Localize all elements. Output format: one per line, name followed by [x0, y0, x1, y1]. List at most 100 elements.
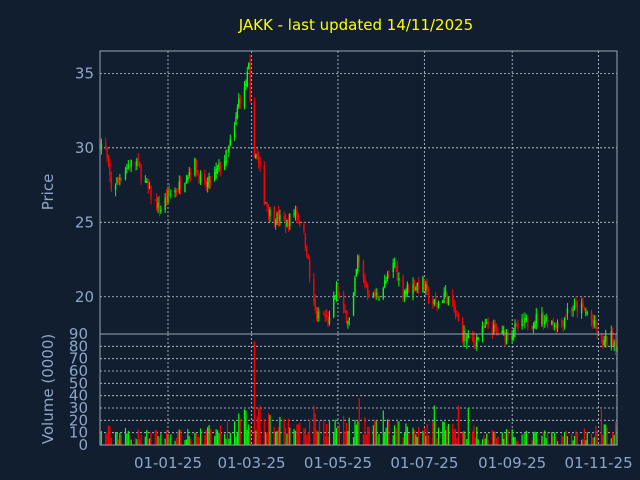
candle-body — [415, 287, 417, 291]
candle-body — [463, 330, 465, 342]
candle-body — [545, 316, 547, 321]
candle-body — [442, 300, 444, 303]
candle-body — [313, 278, 315, 302]
candle-body — [382, 288, 384, 299]
candle-body — [335, 283, 338, 298]
candle-body — [527, 316, 529, 327]
volume-axis-label: Volume (0000) — [39, 334, 57, 444]
candle-body — [378, 299, 380, 301]
candle-body — [423, 279, 426, 290]
candle-body — [485, 322, 488, 324]
candle-body — [457, 313, 460, 322]
candle-body — [175, 189, 178, 192]
candle-body — [170, 193, 172, 195]
candle-body — [347, 321, 349, 324]
candle-body — [451, 294, 454, 301]
candle-body — [556, 322, 559, 329]
candle-body — [586, 312, 588, 314]
candle-body — [256, 154, 258, 156]
candle-body — [277, 211, 280, 223]
candle-body — [368, 293, 370, 298]
candle-body — [515, 322, 518, 324]
candle-body — [235, 116, 237, 125]
candle-body — [130, 160, 132, 167]
candle-body — [287, 219, 290, 228]
candle-body — [521, 319, 523, 327]
candle-body — [517, 324, 519, 329]
candle-body — [106, 147, 108, 158]
candle-body — [314, 299, 316, 310]
candle-body — [566, 308, 569, 314]
candle-body — [117, 177, 120, 179]
candle-body — [154, 199, 156, 201]
candle-body — [338, 295, 341, 297]
candle-body — [565, 315, 567, 317]
candle-body — [572, 309, 574, 311]
candle-body — [544, 320, 546, 325]
price-tick-label: 20 — [75, 288, 94, 306]
candle-body — [327, 315, 329, 325]
candle-body — [531, 326, 533, 328]
volume-tick-label: 40 — [69, 387, 88, 405]
candle-body — [297, 216, 300, 220]
candle-body — [467, 333, 469, 339]
candle-body — [296, 209, 298, 218]
price-axis-label: Price — [39, 174, 57, 211]
candle-body — [174, 189, 176, 193]
candle-body — [602, 338, 604, 346]
candle-body — [590, 311, 593, 321]
candle-body — [504, 332, 506, 341]
candle-body — [552, 320, 554, 326]
candle-body — [216, 167, 219, 169]
candle-body — [218, 163, 220, 170]
candle-body — [570, 308, 573, 312]
candle-body — [466, 336, 468, 343]
candle-body — [286, 219, 288, 226]
candle-body — [535, 314, 537, 324]
volume-tick-label: 0 — [78, 436, 88, 454]
candle-body — [600, 336, 603, 338]
candle-body — [180, 180, 182, 190]
candle-body — [168, 189, 171, 194]
candle-body — [337, 284, 339, 296]
candle-body — [386, 273, 389, 279]
candle-body — [228, 146, 230, 153]
candle-body — [259, 161, 261, 167]
date-tick-label: 01-01-25 — [134, 454, 202, 472]
candle-body — [119, 178, 121, 180]
candle-body — [376, 291, 379, 298]
candle-body — [165, 195, 168, 202]
candle-body — [239, 97, 241, 104]
candle-body — [178, 181, 181, 190]
candle-body — [596, 327, 598, 335]
candle-body — [334, 295, 336, 297]
candle-body — [249, 60, 251, 101]
candle-body — [402, 276, 404, 298]
candle-body — [573, 302, 576, 309]
candle-body — [177, 190, 179, 192]
candle-body — [396, 266, 399, 281]
candle-body — [562, 323, 564, 326]
candle-body — [395, 265, 397, 267]
candle-body — [197, 170, 199, 173]
candle-body — [150, 185, 152, 200]
candle-body — [198, 175, 200, 184]
candle-body — [255, 154, 257, 159]
candle-body — [209, 178, 212, 183]
candle-body — [453, 299, 455, 311]
candle-body — [318, 310, 321, 316]
candle-body — [364, 275, 366, 286]
candle-body — [299, 221, 301, 225]
candle-body — [413, 284, 416, 291]
candle-body — [493, 324, 495, 333]
volume-tick-label: 20 — [69, 411, 88, 429]
candle-body — [501, 330, 503, 334]
candle-body — [358, 255, 360, 262]
candle-body — [474, 343, 477, 346]
candle-body — [114, 185, 117, 191]
candle-body — [257, 155, 260, 163]
candle-body — [444, 291, 447, 294]
candle-body — [352, 292, 355, 316]
date-tick-label: 01-09-25 — [478, 454, 546, 472]
